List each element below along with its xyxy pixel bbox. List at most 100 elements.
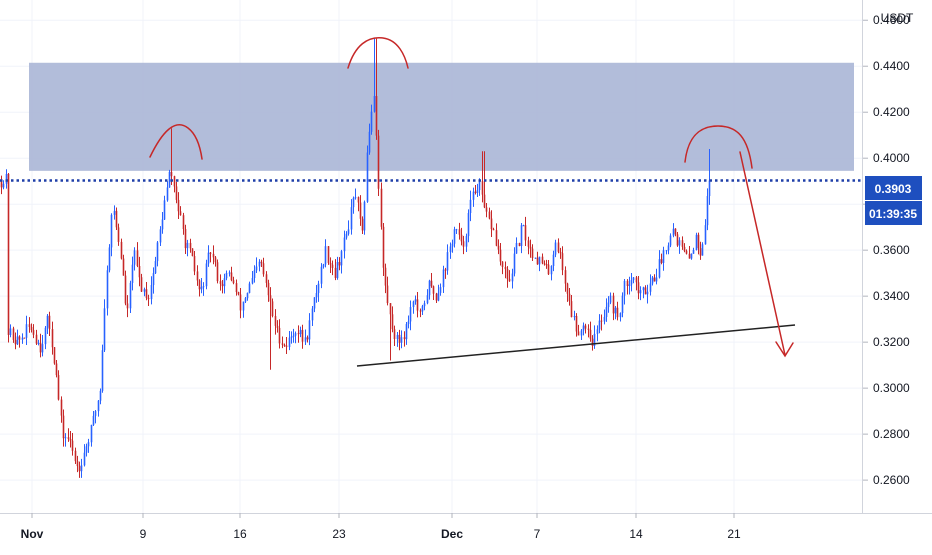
candle-body: [389, 303, 392, 315]
candle-body: [357, 197, 360, 203]
candle-body: [94, 411, 97, 416]
candle-body: [366, 152, 369, 202]
candle-body: [28, 324, 31, 327]
candle-body: [306, 337, 309, 340]
candle-body: [74, 450, 77, 462]
y-tick-label: 0.4400: [873, 59, 910, 73]
candle-body: [258, 261, 261, 267]
candle-body: [120, 241, 123, 259]
candle-body: [113, 210, 116, 215]
candle-body: [701, 244, 704, 256]
candle-body: [391, 314, 394, 330]
candle-body: [37, 342, 40, 344]
candle-body: [465, 236, 468, 247]
candle-body: [214, 257, 217, 263]
x-tick-label: 23: [332, 527, 346, 541]
candle-body: [336, 262, 339, 278]
candle-body: [299, 329, 302, 335]
candle-body: [639, 290, 642, 294]
candle-body: [419, 310, 422, 312]
candle-body: [136, 250, 139, 266]
y-tick-label: 0.3400: [873, 289, 910, 303]
candle-body: [672, 228, 675, 236]
candle-body: [400, 337, 403, 343]
candle-body: [216, 262, 219, 282]
candle-body: [232, 280, 235, 284]
candle-body: [150, 285, 153, 300]
candle-body: [48, 315, 51, 330]
candle-body: [483, 194, 486, 208]
candles[interactable]: [0, 38, 711, 478]
candle-body: [262, 263, 265, 275]
x-tick-label: 7: [534, 527, 541, 541]
candle-body: [426, 295, 429, 304]
candle-body: [478, 181, 481, 191]
y-tick-label: 0.3000: [873, 381, 910, 395]
countdown-label: 01:39:35: [869, 207, 917, 221]
candle-body: [145, 289, 148, 298]
candle-body: [669, 235, 672, 246]
candle-body: [580, 330, 583, 336]
candle-body: [64, 437, 67, 439]
candle-body: [126, 303, 129, 309]
candle-body: [76, 461, 79, 467]
candle-body: [488, 211, 491, 219]
candle-body: [221, 283, 224, 287]
candle-body: [520, 225, 523, 247]
candle-body: [396, 334, 399, 340]
time-axis[interactable]: Nov 9 16 23 Dec 7 14 21: [21, 513, 741, 541]
candle-body: [511, 273, 514, 282]
candle-body: [193, 256, 196, 272]
candle-body: [550, 265, 553, 275]
candle-body: [559, 251, 562, 254]
candle-body: [129, 282, 132, 309]
candle-body: [458, 229, 461, 235]
candle-body: [143, 289, 146, 292]
annotations: [149, 37, 794, 358]
candle-body: [122, 258, 125, 276]
candle-body: [219, 281, 222, 284]
candle-body: [304, 337, 307, 342]
candle-body: [265, 274, 268, 283]
candle-body: [685, 250, 688, 254]
candle-body: [619, 313, 622, 318]
candle-body: [623, 280, 626, 296]
y-tick-label: 0.2600: [873, 473, 910, 487]
candle-body: [53, 347, 56, 364]
candle-body: [78, 466, 81, 472]
candle-body: [297, 333, 300, 335]
candle-body: [235, 283, 238, 293]
candle-body: [695, 234, 698, 250]
y-tick-label: 0.4200: [873, 105, 910, 119]
candle-body: [14, 339, 17, 345]
candle-body: [407, 321, 410, 325]
candle-body: [667, 245, 670, 251]
candle-body: [324, 246, 327, 265]
candle-body: [621, 295, 624, 314]
candle-body: [642, 287, 645, 291]
candle-body: [103, 308, 106, 351]
price-axis-background: [863, 0, 932, 513]
candle-body: [60, 399, 63, 416]
candle-body: [547, 264, 550, 275]
candle-body: [557, 242, 560, 252]
candle-body: [170, 171, 173, 177]
candle-body: [398, 334, 401, 343]
candle-body: [453, 229, 456, 244]
candle-body: [536, 257, 539, 265]
candle-body: [313, 297, 316, 309]
candle-body: [370, 111, 373, 132]
candle-body: [603, 316, 606, 322]
candle-body: [101, 350, 104, 391]
candle-body: [437, 292, 440, 301]
candle-body: [345, 233, 348, 238]
candle-body: [582, 325, 585, 331]
candle-body: [495, 230, 498, 246]
price-axis[interactable]: 0.2600 0.2800 0.3000 0.3200 0.3400 0.3600 0.40…: [863, 13, 910, 487]
candle-body: [290, 336, 293, 338]
candle-body: [147, 297, 150, 300]
candle-body: [646, 291, 649, 295]
candle-body: [699, 248, 702, 256]
candle-body: [481, 181, 484, 195]
